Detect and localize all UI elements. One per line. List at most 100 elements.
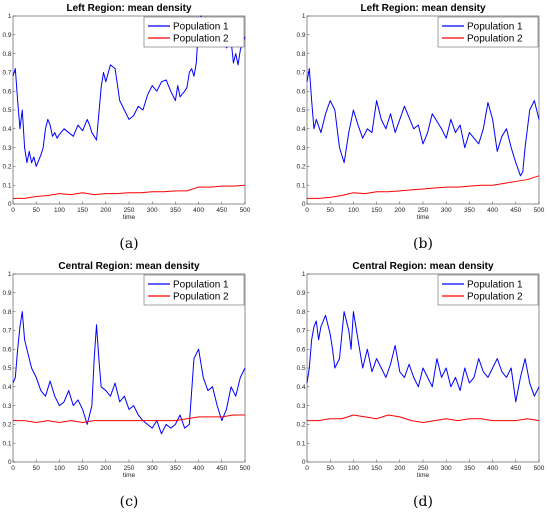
plot-area: [12, 273, 246, 463]
x-tick-label: 100: [348, 465, 359, 472]
chart-panel-3: Central Region: mean density 0 0.1 0.2 0.3 0.…: [2, 261, 250, 510]
x-tick-label: 150: [77, 207, 88, 214]
y-tick-label: 0.1: [2, 440, 11, 447]
x-tick-label: 200: [394, 465, 405, 472]
x-tick-label: 350: [170, 207, 181, 214]
x-tick-label: 250: [418, 207, 429, 214]
y-tick-label: 0.3: [296, 145, 305, 152]
x-axis-label: time: [123, 472, 136, 479]
y-tick-label: 0: [302, 201, 306, 208]
y-tick-label: 0.7: [2, 70, 11, 77]
series-line-2: [307, 414, 540, 424]
y-tick-label: 0.4: [296, 126, 305, 133]
y-tick-label: 1: [302, 271, 306, 278]
y-tick-label: 0.5: [296, 365, 305, 372]
y-tick-label: 0.5: [2, 365, 11, 372]
x-tick-label: 100: [54, 465, 65, 472]
chart-title: Left Region: mean density: [66, 3, 191, 14]
y-tick-label: 0.6: [2, 88, 11, 95]
legend-box: [437, 16, 539, 48]
y-tick-label: 0.1: [2, 182, 11, 189]
y-tick-label: 0.5: [2, 107, 11, 114]
x-tick-label: 450: [510, 465, 521, 472]
x-tick-label: 50: [327, 207, 335, 214]
y-tick-label: 0.3: [2, 403, 11, 410]
x-tick-label: 200: [100, 465, 111, 472]
x-axis-label: time: [123, 214, 136, 221]
panel-caption: (c): [120, 494, 139, 510]
x-tick-label: 50: [33, 207, 41, 214]
chart-panel-1: Left Region: mean density 0 0.1 0.2 0.3 0.4 0.…: [2, 3, 250, 252]
series-line-1: [306, 68, 540, 177]
x-tick-label: 150: [77, 465, 88, 472]
x-tick-label: 350: [464, 465, 475, 472]
x-tick-label: 250: [418, 465, 429, 472]
x-tick-label: 500: [240, 465, 251, 472]
x-tick-label: 400: [487, 465, 498, 472]
y-tick-label: 0.7: [296, 70, 305, 77]
legend-box: [143, 16, 245, 48]
y-tick-label: 0.6: [2, 346, 11, 353]
y-tick-label: 0.9: [2, 32, 11, 39]
chart-panel-2: Left Region: mean density 0 0.1 0.2 0.3 0.4 0.…: [296, 3, 544, 252]
y-tick-label: 0.2: [2, 422, 11, 429]
x-tick-label: 450: [216, 207, 227, 214]
x-tick-label: 400: [193, 465, 204, 472]
y-tick-label: 0.8: [296, 309, 305, 316]
y-tick-label: 0.7: [2, 328, 11, 335]
x-tick-label: 200: [394, 207, 405, 214]
x-tick-label: 0: [305, 465, 309, 472]
y-tick-label: 0.6: [296, 346, 305, 353]
chart-title: Central Region: mean density: [58, 261, 200, 272]
y-tick-label: 0.2: [296, 164, 305, 171]
legend-label: Population 1: [467, 280, 523, 291]
series-line-1: [306, 311, 540, 403]
series-line-2: [13, 414, 245, 424]
chart-panel-4: Central Region: mean density 0 0.1 0.2 0.3 0.…: [296, 261, 544, 510]
x-tick-label: 300: [441, 465, 452, 472]
legend-box: [143, 274, 245, 306]
x-tick-label: 400: [487, 207, 498, 214]
y-tick-label: 0: [8, 201, 12, 208]
y-tick-label: 0: [302, 459, 306, 466]
x-tick-label: 500: [534, 207, 545, 214]
x-tick-label: 250: [124, 465, 135, 472]
y-tick-label: 0.8: [2, 309, 11, 316]
legend-label: Population 2: [173, 292, 229, 303]
legend-label: Population 2: [173, 34, 229, 45]
y-tick-label: 0.1: [296, 182, 305, 189]
x-tick-label: 50: [327, 465, 335, 472]
y-tick-label: 0.2: [2, 164, 11, 171]
series-line-1: [12, 311, 246, 435]
y-tick-label: 0: [8, 459, 12, 466]
x-tick-label: 150: [371, 465, 382, 472]
y-tick-label: 0.3: [2, 145, 11, 152]
x-tick-label: 250: [124, 207, 135, 214]
y-tick-label: 0.9: [296, 290, 305, 297]
chart-title: Left Region: mean density: [360, 3, 485, 14]
x-tick-label: 350: [464, 207, 475, 214]
x-tick-label: 0: [11, 207, 15, 214]
panel-caption: (b): [413, 236, 433, 252]
chart-title: Central Region: mean density: [352, 261, 494, 272]
y-tick-label: 0.8: [296, 51, 305, 58]
x-tick-label: 300: [147, 465, 158, 472]
y-tick-label: 0.3: [296, 403, 305, 410]
y-tick-label: 0.5: [296, 107, 305, 114]
y-tick-label: 0.2: [296, 422, 305, 429]
y-tick-label: 0.4: [2, 126, 11, 133]
panel-caption: (d): [413, 494, 433, 510]
y-tick-label: 1: [8, 13, 12, 20]
legend-label: Population 1: [173, 22, 229, 33]
legend-label: Population 2: [467, 34, 523, 45]
x-axis-label: time: [417, 214, 430, 221]
legend-label: Population 2: [467, 292, 523, 303]
x-axis-label: time: [417, 472, 430, 479]
panel-caption: (a): [119, 236, 138, 252]
plot-area: [306, 15, 540, 205]
y-tick-label: 0.8: [2, 51, 11, 58]
x-tick-label: 500: [534, 465, 545, 472]
y-tick-label: 0.1: [296, 440, 305, 447]
